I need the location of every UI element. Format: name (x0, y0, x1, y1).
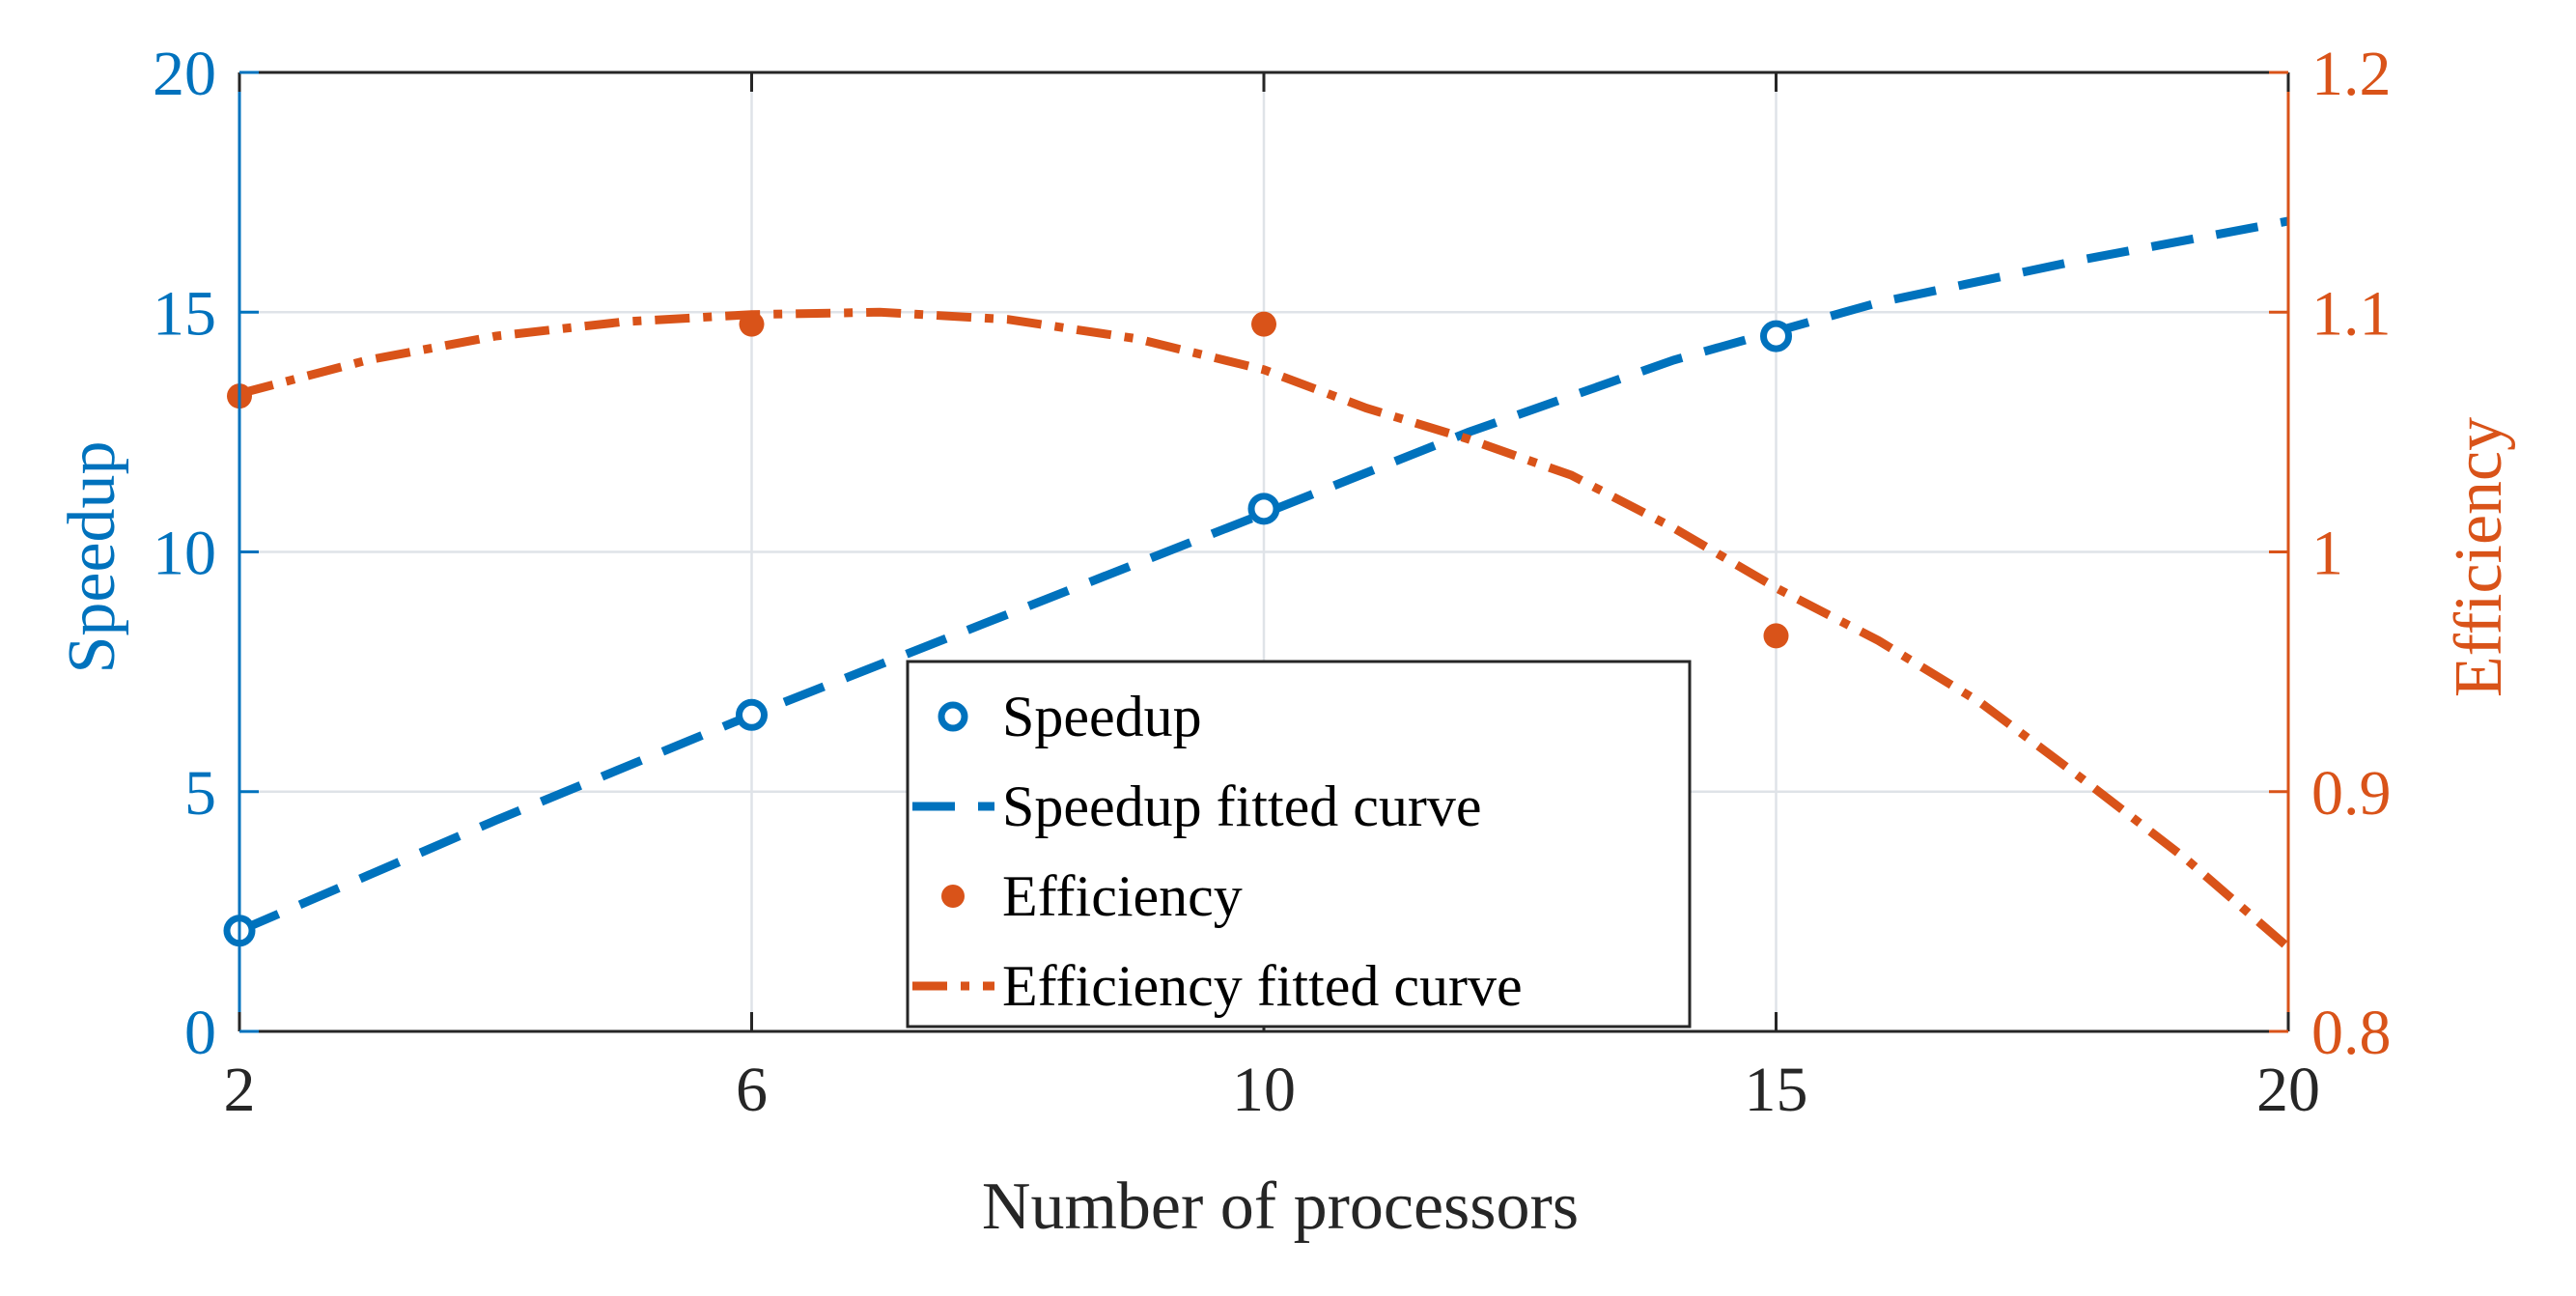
speedup-point (1247, 493, 1280, 525)
legend-label-efficiency-fit: Efficiency fitted curve (1002, 954, 1523, 1018)
left-axis-title: Speedup (55, 440, 129, 673)
efficiency-point (1251, 311, 1276, 337)
left-tick-label: 0 (184, 998, 216, 1068)
legend[interactable]: Speedup Speedup fitted curve Efficiency … (906, 660, 1692, 1028)
legend-label-efficiency: Efficiency (1002, 864, 1243, 928)
legend-label-speedup: Speedup (1002, 685, 1202, 748)
legend-label-speedup-fit: Speedup fitted curve (1002, 775, 1482, 838)
left-tick-label: 15 (153, 278, 216, 349)
series-line-1 (238, 216, 2289, 935)
left-tick-label: 10 (153, 519, 216, 589)
right-tick-label: 1.2 (2311, 39, 2392, 109)
left-tick-label: 20 (153, 39, 216, 109)
plot-area (223, 216, 2291, 951)
legend-key-efficiency (941, 885, 965, 908)
x-axis-title: Number of processors (982, 1169, 1579, 1244)
legend-keys (912, 701, 994, 991)
x-tick-label: 15 (1745, 1055, 1808, 1125)
x-tick-label: 6 (736, 1055, 768, 1125)
legend-box (906, 660, 1692, 1028)
speedup-point (1760, 320, 1792, 352)
x-tick-label: 2 (224, 1055, 256, 1125)
left-tick-label: 5 (184, 758, 216, 829)
efficiency-point (739, 311, 765, 337)
right-tick-label: 1.1 (2311, 278, 2392, 349)
series-line-3 (238, 307, 2291, 951)
speedup-point (736, 698, 768, 731)
x-tick-label: 10 (1232, 1055, 1296, 1125)
legend-key-speedup (938, 701, 968, 732)
x-tick-label: 20 (2256, 1055, 2320, 1125)
right-tick-label: 0.9 (2311, 758, 2392, 829)
right-tick-label: 0.8 (2311, 998, 2392, 1068)
right-axis-title: Efficiency (2442, 417, 2516, 697)
right-tick-label: 1 (2311, 519, 2343, 589)
efficiency-point (1763, 623, 1789, 649)
